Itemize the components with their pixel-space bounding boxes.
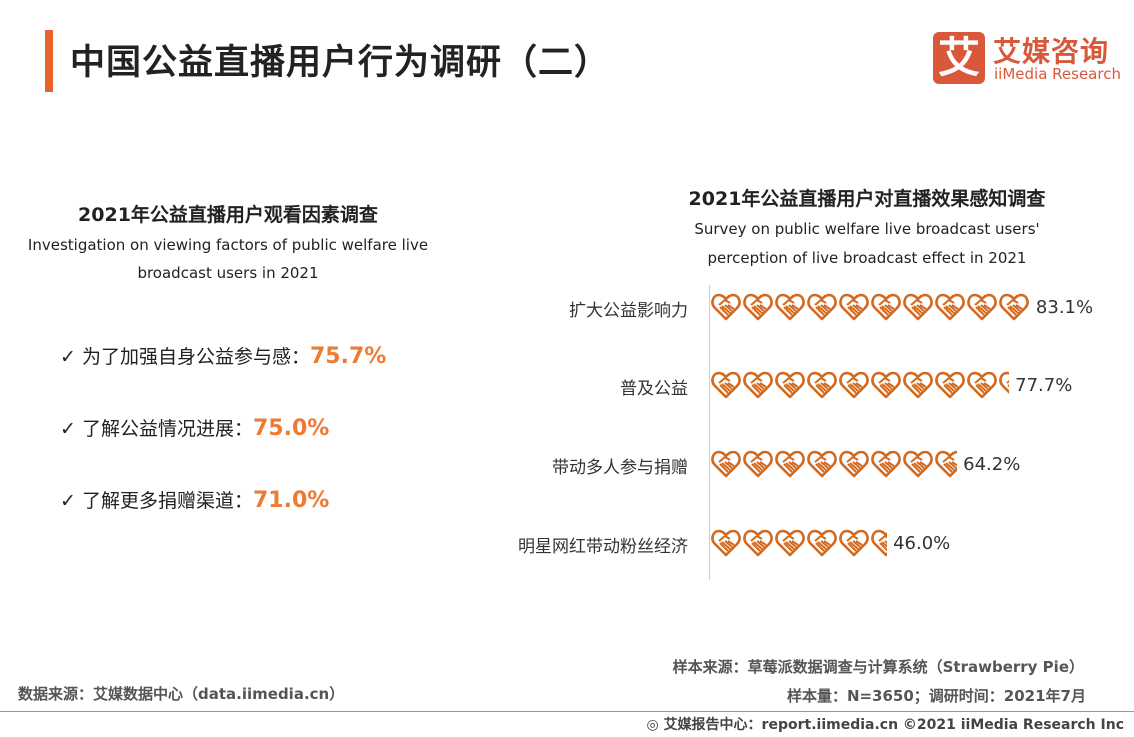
footer-divider: [0, 711, 1134, 712]
heart-hands-icon: [870, 448, 902, 478]
check-icon: ✓: [60, 346, 82, 368]
chart-subtitle-2: perception of live broadcast effect in 2…: [707, 249, 1027, 267]
sample-size: 样本量：N=3650；调研时间：2021年7月: [786, 687, 1086, 705]
heart-hands-icon: [838, 291, 870, 321]
factor-value: 75.0%: [252, 416, 330, 441]
data-label: 83.1%: [1035, 297, 1094, 318]
left-title: 2021年公益直播用户观看因素调查: [78, 204, 378, 226]
heart-hands-icon: [806, 527, 838, 557]
pictogram-bar: [710, 448, 958, 480]
heart-hands-icon: [838, 369, 870, 399]
chart-axis: [709, 285, 710, 580]
left-subtitle-1: Investigation on viewing factors of publ…: [27, 236, 429, 254]
heart-hands-icon: [838, 448, 870, 478]
data-source: 数据来源：艾媒数据中心（data.iimedia.cn）: [18, 685, 345, 703]
logo-en: iiMedia Research: [994, 65, 1121, 83]
heart-hands-icon: [774, 527, 806, 557]
page-title: 中国公益直播用户行为调研（二）: [70, 43, 611, 83]
heart-hands-icon: [902, 448, 934, 478]
factor-label: 为了加强自身公益参与感：: [81, 346, 310, 368]
factor-value: 71.0%: [252, 488, 330, 513]
heart-hands-icon: [934, 369, 966, 399]
heart-hands-icon: [806, 291, 838, 321]
heart-hands-icon: [870, 527, 888, 557]
heart-hands-icon: [806, 369, 838, 399]
heart-hands-icon: [710, 527, 742, 557]
pictogram-bar: [710, 369, 1010, 401]
logo-cn: 艾媒咨询: [993, 35, 1110, 68]
factor-value: 75.7%: [309, 344, 387, 369]
chart-title: 2021年公益直播用户对直播效果感知调查: [688, 188, 1046, 210]
report-text: 艾媒报告中心：report.iimedia.cn ©2021 iiMedia R…: [663, 717, 1124, 733]
factor-item: ✓ 了解更多捐赠渠道：71.0%: [60, 486, 329, 513]
factor-item: ✓ 了解公益情况进展：75.0%: [60, 414, 329, 441]
heart-hands-icon: [710, 448, 742, 478]
category-label: 普及公益: [620, 379, 688, 399]
factor-item: ✓ 为了加强自身公益参与感：75.7%: [60, 342, 386, 369]
pictogram-bar: [710, 527, 888, 559]
heart-hands-icon: [838, 527, 870, 557]
factor-label: 了解更多捐赠渠道：: [81, 490, 253, 512]
data-label: 64.2%: [963, 454, 1021, 475]
pictogram-bar: [710, 291, 1030, 323]
heart-hands-icon: [934, 448, 958, 478]
heart-hands-icon: [710, 291, 742, 321]
heart-hands-icon: [934, 291, 966, 321]
heart-hands-icon: [870, 291, 902, 321]
heart-hands-icon: [742, 527, 774, 557]
title-accent-bar: [45, 30, 53, 92]
factor-label: 了解公益情况进展：: [81, 418, 253, 440]
data-label: 46.0%: [893, 533, 951, 554]
category-label: 带动多人参与捐赠: [552, 458, 688, 478]
check-icon: ✓: [60, 418, 82, 440]
heart-hands-icon: [806, 448, 838, 478]
category-label: 扩大公益影响力: [569, 301, 688, 321]
heart-hands-icon: [742, 448, 774, 478]
heart-hands-icon: [966, 291, 998, 321]
check-icon: ✓: [60, 490, 82, 512]
logo-mark: 艾: [933, 32, 985, 84]
globe-icon: ◎: [646, 717, 664, 733]
report-center: ◎ 艾媒报告中心：report.iimedia.cn ©2021 iiMedia…: [646, 714, 1124, 734]
heart-hands-icon: [902, 369, 934, 399]
heart-hands-icon: [742, 291, 774, 321]
category-label: 明星网红带动粉丝经济: [518, 537, 688, 557]
heart-hands-icon: [870, 369, 902, 399]
heart-hands-icon: [774, 291, 806, 321]
heart-hands-icon: [902, 291, 934, 321]
chart-subtitle-1: Survey on public welfare live broadcast …: [694, 220, 1040, 238]
heart-hands-icon: [774, 448, 806, 478]
left-subtitle-2: broadcast users in 2021: [137, 264, 319, 282]
heart-hands-icon: [998, 369, 1010, 394]
heart-hands-icon: [998, 291, 1030, 321]
heart-hands-icon: [966, 369, 998, 399]
sample-source: 样本来源：草莓派数据调查与计算系统（Strawberry Pie）: [672, 658, 1084, 676]
heart-hands-icon: [710, 369, 742, 399]
heart-hands-icon: [774, 369, 806, 399]
heart-hands-icon: [742, 369, 774, 399]
data-label: 77.7%: [1015, 375, 1073, 396]
